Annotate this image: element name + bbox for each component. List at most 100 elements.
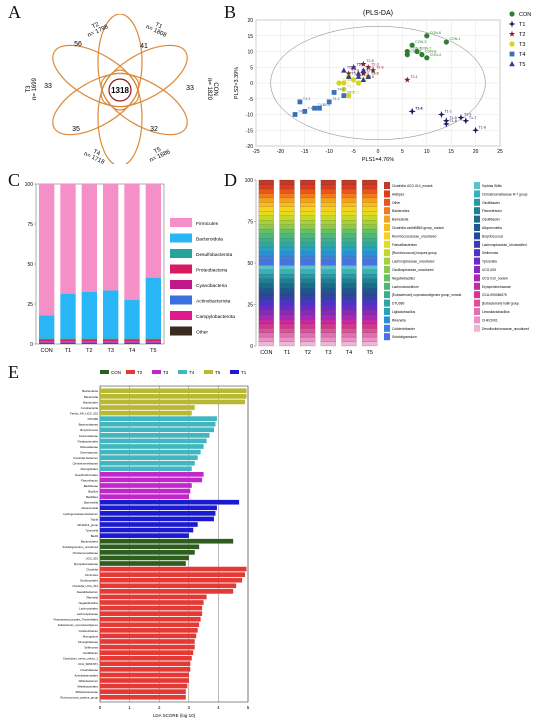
plsda-point — [297, 99, 303, 105]
plsda-point — [404, 48, 410, 55]
genus-bar-segment — [300, 202, 316, 207]
lefse-legend-swatch — [178, 370, 187, 374]
phylum-legend-label: Proteobacteria — [196, 268, 228, 274]
phylum-bar-segment — [60, 339, 76, 342]
phylum-bar-segment — [124, 300, 140, 339]
genus-legend-label: [Eubacterium] hallii group — [482, 302, 519, 306]
phylum-bar-segment — [38, 342, 55, 344]
genus-bar-segment — [300, 301, 316, 306]
plsda-y-tick-label: 20 — [247, 18, 253, 24]
genus-bar-segment — [258, 323, 274, 329]
venn-unique-count: 33 — [44, 83, 52, 90]
lefse-lda-bar-chart: CON T2 T3 T4 T5 T1 0 1 2 3 4 5 LDA SCORE (log 10) Bac… — [54, 370, 250, 718]
lefse-bar — [100, 544, 200, 550]
genus-bar-segment — [300, 220, 316, 225]
genus-legend-label: Ligilactobacillus — [392, 310, 415, 314]
venn-ellipse — [52, 44, 140, 108]
lefse-bar-label: Monoglobales — [81, 467, 99, 471]
genus-bar-segment — [258, 327, 274, 333]
genus-bar-segment — [279, 206, 295, 212]
plsda-point — [331, 90, 337, 95]
genus-bar-segment — [341, 269, 357, 275]
plsda-x-tick-label: 25 — [497, 149, 503, 155]
genus-bar-segment — [320, 184, 336, 190]
genus-bar-segment — [258, 238, 274, 243]
lefse-bar — [100, 522, 198, 527]
genus-bar-segment — [279, 238, 295, 243]
plsda-point-label: T3-2 — [352, 91, 359, 95]
genus-bar-segment — [362, 319, 378, 324]
plsda-point-label: T5-7 — [361, 72, 368, 76]
genus-bar-segment — [341, 238, 357, 243]
plsda-x-tick-label: 0 — [377, 149, 380, 155]
plsda-point-label: CON-3 — [415, 40, 426, 44]
genus-bar-segment — [362, 269, 378, 275]
genus-bar-segment — [320, 188, 336, 194]
panel-label-e: E — [8, 362, 19, 382]
plsda-point-label: T3-3 — [342, 78, 349, 82]
genus-bar-segment — [362, 233, 378, 239]
plsda-point — [292, 112, 298, 117]
genus-bar-segment — [362, 336, 378, 342]
phylum-legend-label: Bacteroidota — [196, 237, 223, 243]
genus-bar-segment — [341, 179, 357, 185]
plsda-series-t3: T3-1 T3-2 T3-3T3-4T3-5T3-6T3-7T3-8 — [336, 72, 379, 99]
lefse-legend-swatch — [204, 370, 213, 374]
plsda-point — [345, 70, 352, 77]
lefse-x-tick-label: 2 — [158, 705, 161, 710]
phylum-bar-segment — [124, 184, 140, 300]
lefse-bar — [100, 550, 195, 555]
genus-bar-segment — [341, 251, 357, 257]
genus-legend-label: Barnesiella — [392, 218, 408, 222]
phylum-x-tick-label: T5 — [150, 348, 156, 354]
genus-bar-segment — [341, 224, 357, 230]
lefse-bar — [100, 667, 191, 672]
genus-legend-swatch — [384, 324, 390, 332]
genus-legend-swatch — [384, 291, 390, 299]
plsda-point — [409, 42, 415, 48]
plsda-x-tick-label: -15 — [301, 149, 308, 155]
genus-legend-swatch — [474, 190, 480, 198]
genus-bar-segment — [300, 197, 316, 203]
genus-legend-swatch — [384, 299, 390, 307]
lefse-x-axis-label: LDA SCORE (log 10) — [153, 713, 196, 718]
genus-bar-segment — [258, 220, 274, 225]
genus-bar-segment — [279, 215, 295, 221]
plsda-point — [509, 11, 515, 17]
lefse-bar-label: Oscillibacter — [83, 651, 98, 655]
venn-core-circle — [108, 78, 132, 102]
phylum-bar-segment — [145, 341, 162, 343]
phylum-bar-segment — [102, 339, 119, 342]
plsda-point — [442, 120, 450, 128]
phylum-bar-segment — [60, 343, 76, 344]
genus-bar-segment — [258, 202, 274, 207]
lefse-legend-label: CON — [111, 370, 121, 375]
genus-bar-segment — [300, 305, 316, 311]
lefse-bar-label: UCG_SR9FNT1 — [78, 662, 99, 666]
plsda-point-label: T5-8 — [366, 75, 373, 79]
plsda-point-label: CON-1 — [449, 37, 460, 41]
lefse-bar — [100, 488, 191, 494]
genus-bar-segment — [258, 274, 274, 279]
phylum-bar-segment — [81, 342, 98, 344]
panel-label-d: D — [224, 170, 237, 190]
plsda-point-label: T3-1 — [347, 84, 354, 88]
lefse-bar — [100, 600, 204, 605]
plsda-point — [365, 73, 372, 79]
phylum-x-tick-label: T4 — [129, 348, 135, 354]
plsda-point-label: T4-4 — [298, 110, 305, 114]
genus-bar-segment — [279, 224, 295, 230]
plsda-point-label: T1-4 — [415, 106, 422, 110]
genus-bar-segment — [258, 247, 274, 252]
genus-bar-segment — [362, 341, 378, 347]
genus-bar-segment — [279, 269, 295, 275]
phylum-y-tick-label: 75 — [27, 222, 33, 228]
lefse-bar-label: Tannerellaceae — [79, 434, 98, 438]
lefse-bar — [100, 449, 201, 455]
plsda-point-label: T4-8 — [308, 106, 315, 110]
genus-legend-swatch — [474, 274, 480, 282]
genus-bar-segment — [320, 305, 336, 311]
lefse-bar — [100, 683, 188, 689]
lefse-bar-label: Whitebacteriales — [77, 684, 98, 688]
genus-bar-segment — [362, 314, 378, 320]
